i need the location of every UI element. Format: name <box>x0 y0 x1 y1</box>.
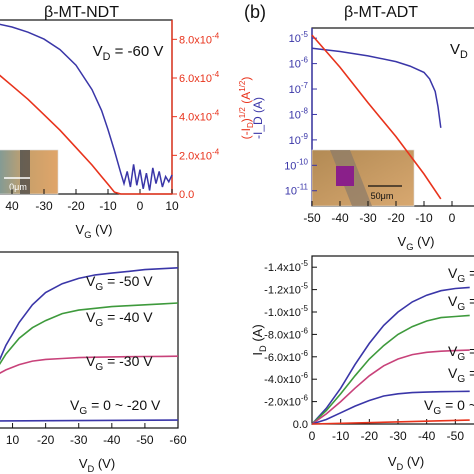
x-tick-label-bottom-right: 0 <box>309 429 316 443</box>
y-tick-label-bottom-right: -1.0x10-5 <box>264 304 308 319</box>
series-line-bottom-left <box>0 419 179 422</box>
series-label-bottom-right: VG = - <box>448 343 474 363</box>
y-tick-label-top-right: 10-6 <box>289 56 309 71</box>
annotation-top-left: VD = -60 V <box>93 43 164 63</box>
series-line-bottom-right <box>311 349 470 425</box>
right-tick-label-top-left: 4.0x10-4 <box>179 109 220 124</box>
series-line-bottom-left <box>0 302 179 366</box>
series-line-bottom-left <box>0 267 179 361</box>
y-tick-label-top-right: 10-9 <box>289 132 309 147</box>
y-tick-label-bottom-right: -1.2x10-5 <box>264 282 308 297</box>
y-tick-label-top-right: 10-5 <box>289 30 309 45</box>
series-line-bottom-right <box>311 314 470 425</box>
x-tick-label-top-left: 40 <box>5 199 19 213</box>
x-axis-label-top-left: VG (V) <box>76 222 113 240</box>
y-axis-label-top-right: -I_D (A) <box>251 97 265 139</box>
y-axis-label-bottom-right: ID (A) <box>250 324 268 355</box>
inset-scale-label-top-right: 50μm <box>371 191 394 201</box>
x-tick-label-top-left: 0 <box>137 199 144 213</box>
panel-title-left: β-MT-NDT <box>44 4 119 21</box>
x-axis-label-top-right: VG (V) <box>398 234 435 252</box>
axes-frame-bottom-right <box>311 255 474 425</box>
x-tick-label-top-left: -10 <box>99 199 117 213</box>
y-tick-label-top-right: 10-7 <box>289 81 309 96</box>
y-tick-label-bottom-right: -8.0x10-6 <box>264 326 308 341</box>
right-tick-label-top-left: 6.0x10-4 <box>179 70 220 85</box>
x-axis-label-bottom-right: VD (V) <box>388 454 424 472</box>
x-tick-label-top-right: -10 <box>415 211 433 225</box>
series-label-bottom-left: VG = -40 V <box>86 309 153 329</box>
x-tick-label-top-right: -30 <box>359 211 377 225</box>
panel-tag-b: (b) <box>244 2 266 22</box>
series-line-bottom-right <box>311 390 470 425</box>
series-label-bottom-left: VG = -50 V <box>86 273 153 293</box>
x-tick-label-bottom-left: -30 <box>70 433 88 447</box>
x-tick-label-bottom-right: -40 <box>418 429 436 443</box>
x-tick-label-bottom-left: -60 <box>169 433 187 447</box>
inset-channel-top-left <box>20 150 30 194</box>
x-tick-label-bottom-right: -30 <box>389 429 407 443</box>
right-tick-label-top-left: 0.0 <box>179 189 194 201</box>
right-tick-label-top-left: 8.0x10-4 <box>179 31 220 46</box>
series-label-bottom-right: VG = - <box>448 365 474 385</box>
x-tick-label-top-right: -20 <box>387 211 405 225</box>
x-tick-label-top-right: -50 <box>303 211 321 225</box>
y-tick-label-bottom-right: -6.0x10-6 <box>264 349 308 364</box>
series-label-bottom-right: VG = 0 ~ <box>424 397 474 417</box>
series-label-bottom-left: VG = -30 V <box>86 353 153 373</box>
y-tick-label-bottom-right: -2.0x10-6 <box>264 394 308 409</box>
x-tick-label-bottom-left: 10 <box>6 433 20 447</box>
series-label-bottom-left: VG = 0 ~ -20 V <box>70 397 161 417</box>
y-tick-label-top-right: 10-11 <box>285 183 309 198</box>
axes-frame-bottom-left <box>0 251 179 429</box>
series-label-bottom-right: VG = - <box>448 293 474 313</box>
panel-title-right: β-MT-ADT <box>344 4 419 21</box>
x-tick-label-top-left: 10 <box>165 199 179 213</box>
x-tick-label-bottom-left: -50 <box>136 433 154 447</box>
right-axis-label-top-left: (-ID)1/2 (A1/2) <box>238 77 255 140</box>
right-tick-label-top-left: 2.0x10-4 <box>179 147 220 162</box>
x-tick-label-top-right: -40 <box>331 211 349 225</box>
y-tick-label-top-right: 10-8 <box>289 106 309 121</box>
annotation-top-right: VD <box>450 41 468 61</box>
series-line-bottom-right <box>311 419 470 425</box>
series-label-bottom-right: VG = - <box>448 265 474 285</box>
series-line-bottom-right <box>311 286 470 425</box>
inset-scale-label-top-left: 0μm <box>9 182 27 192</box>
transfer-curve-top-left <box>0 23 173 191</box>
x-tick-label-bottom-right: -50 <box>447 429 465 443</box>
x-tick-label-bottom-right: -20 <box>361 429 379 443</box>
inset-channel-top-right <box>336 166 354 186</box>
y-tick-label-bottom-right: 0.0 <box>293 419 308 431</box>
series-line-bottom-left <box>0 355 179 374</box>
y-tick-label-bottom-right: -4.0x10-6 <box>264 371 308 386</box>
y-tick-label-bottom-right: -1.4x10-5 <box>264 259 308 274</box>
y-tick-label-top-right: 10-10 <box>284 157 308 172</box>
x-tick-label-top-right: 0 <box>449 211 456 225</box>
x-tick-label-top-left: -20 <box>67 199 85 213</box>
x-tick-label-bottom-right: -10 <box>332 429 350 443</box>
sqrt-curve-top-left <box>0 74 172 195</box>
x-tick-label-top-left: -30 <box>35 199 53 213</box>
x-tick-label-bottom-left: -20 <box>37 433 55 447</box>
x-tick-label-bottom-left: -40 <box>103 433 121 447</box>
transfer-curve-top-right <box>311 47 442 128</box>
x-axis-label-bottom-left: VD (V) <box>79 456 115 474</box>
sqrt-curve-top-right <box>311 34 442 200</box>
